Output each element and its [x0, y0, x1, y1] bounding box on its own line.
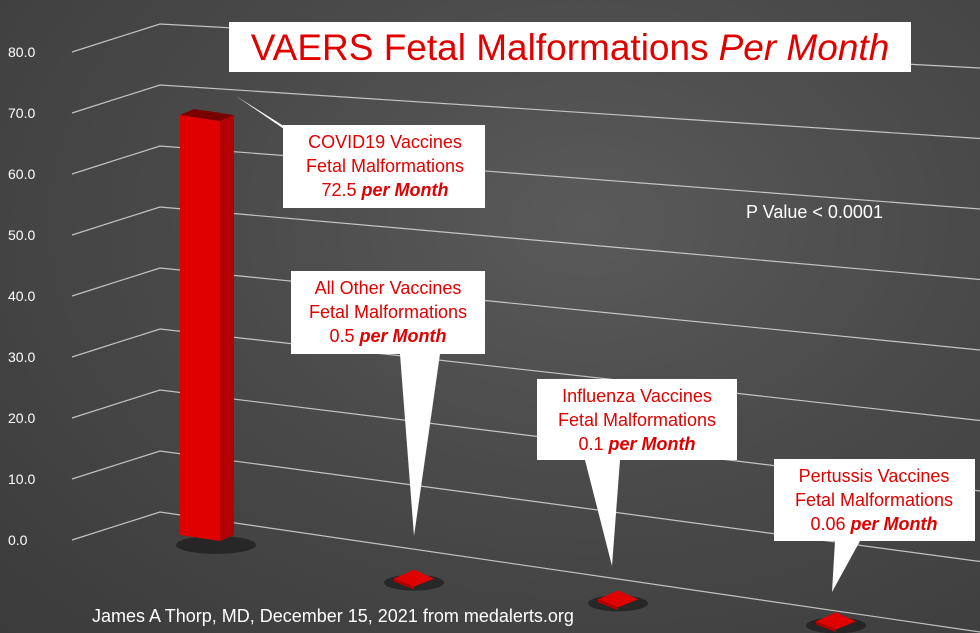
y-tick-label: 10.0 — [8, 471, 35, 487]
y-tick-label: 20.0 — [8, 410, 35, 426]
data-bar-side — [394, 578, 414, 590]
y-tick-label: 60.0 — [8, 166, 35, 182]
callout-line1: COVID19 Vaccines — [308, 132, 462, 152]
data-bar — [394, 569, 434, 587]
callout-box — [537, 379, 737, 460]
floor-bars — [384, 569, 866, 633]
y-tick-label: 80.0 — [8, 44, 35, 60]
chart-title-main: VAERS Fetal Malformations — [250, 26, 709, 68]
data-bar — [180, 115, 220, 541]
chart-title-box: VAERS Fetal Malformations Per Month — [229, 22, 911, 72]
callout-line1: Pertussis Vaccines — [798, 466, 950, 486]
callout-box — [283, 125, 485, 208]
callout-label-other: All Other Vaccines Fetal Malformations 0… — [291, 276, 485, 348]
callout-suffix: per Month — [359, 326, 447, 346]
data-bar — [598, 590, 638, 608]
callout-value: 0.06 — [810, 514, 846, 534]
gridline — [71, 145, 980, 210]
callout-suffix: per Month — [361, 180, 449, 200]
callout-value-line: 0.1 per Month — [538, 432, 736, 456]
gridline — [71, 450, 980, 563]
gridlines — [71, 23, 980, 633]
callout-line2: Fetal Malformations — [794, 490, 954, 510]
main-bar — [176, 109, 256, 554]
data-bar-side — [220, 115, 234, 541]
y-tick-label: 0.0 — [8, 532, 28, 548]
data-bar-side — [816, 621, 836, 633]
callout-line2: Fetal Malformations — [557, 410, 717, 430]
callout-value-line: 0.06 per Month — [774, 512, 974, 536]
callout-line1: All Other Vaccines — [314, 278, 462, 298]
callout-box — [774, 459, 975, 541]
callout-value-line: 72.5 per Month — [286, 178, 484, 202]
callout-label-influenza: Influenza Vaccines Fetal Malformations 0… — [538, 384, 736, 456]
callout-pointer — [832, 541, 860, 592]
callout-line1: Influenza Vaccines — [562, 386, 712, 406]
callout-pointer — [585, 460, 620, 566]
data-bar — [816, 612, 856, 630]
y-tick-label: 50.0 — [8, 227, 35, 243]
y-tick-label: 40.0 — [8, 288, 35, 304]
chart-title: VAERS Fetal Malformations Per Month — [229, 22, 911, 72]
gridline — [71, 267, 980, 351]
callout-suffix: per Month — [608, 434, 696, 454]
callout-pointer — [400, 354, 440, 536]
gridline — [71, 84, 980, 140]
bar-shadow — [176, 535, 256, 554]
gridline — [71, 511, 980, 633]
callout-value: 72.5 — [321, 180, 357, 200]
source-credit: James A Thorp, MD, December 15, 2021 fro… — [92, 606, 574, 626]
callout-label-pertussis: Pertussis Vaccines Fetal Malformations 0… — [774, 464, 974, 536]
callout-box — [291, 271, 485, 354]
y-tick-label: 30.0 — [8, 349, 35, 365]
y-tick-label: 70.0 — [8, 105, 35, 121]
y-tick-labels: 0.0 10.0 20.0 30.0 40.0 50.0 60.0 70.0 80.0 — [8, 44, 35, 548]
callout-suffix: per Month — [850, 514, 938, 534]
data-bar-top — [180, 109, 234, 122]
callout-label-covid: COVID19 Vaccines Fetal Malformations 72.… — [286, 130, 484, 202]
chart-title-emphasis: Per Month — [718, 26, 890, 68]
callout-value: 0.5 — [329, 326, 355, 346]
gridline — [71, 206, 980, 281]
callout-value: 0.1 — [578, 434, 604, 454]
callout-shapes — [236, 96, 975, 592]
callout-value-line: 0.5 per Month — [291, 324, 485, 348]
data-bar-side — [598, 599, 618, 611]
p-value-label: P Value < 0.0001 — [746, 202, 883, 222]
callout-line2: Fetal Malformations — [308, 302, 468, 322]
callout-line2: Fetal Malformations — [305, 156, 465, 176]
